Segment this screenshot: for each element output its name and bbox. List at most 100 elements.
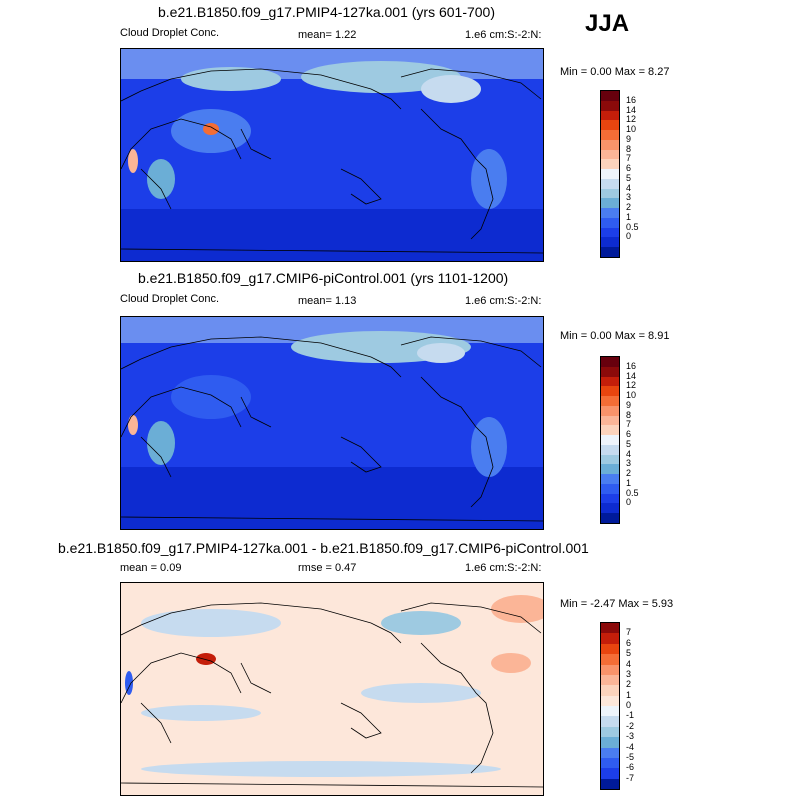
- colorbar-tick-label: 14: [626, 104, 637, 115]
- colorbar-swatch: [601, 198, 619, 208]
- colorbar-tick-label: 16: [626, 94, 637, 105]
- colorbar-swatch: [601, 227, 619, 238]
- colorbar-swatch: [601, 643, 619, 655]
- colorbar-tick-label: 2: [626, 679, 632, 690]
- colorbar-swatch: [601, 633, 619, 644]
- colorbar-tick-label: 6: [626, 429, 632, 440]
- panel-3-rmse-label: rmse = 0.47: [298, 562, 357, 574]
- colorbar-swatch: [601, 737, 619, 748]
- colorbar-swatch: [601, 454, 619, 465]
- colorbar-tick-label: 3: [626, 192, 632, 203]
- colorbar-tick-label: 10: [626, 390, 637, 401]
- colorbar-tick-label: 5: [626, 648, 632, 659]
- panel-3-colorbar: [600, 622, 620, 790]
- colorbar-tick-label: -7: [626, 772, 635, 783]
- colorbar-swatch: [601, 474, 619, 484]
- colorbar-tick-label: 0.5: [626, 487, 639, 498]
- panel-2-variable-label: Cloud Droplet Conc.: [120, 293, 220, 305]
- colorbar-swatch: [601, 654, 619, 665]
- colorbar-swatch: [601, 768, 619, 779]
- season-label: JJA: [585, 10, 630, 37]
- colorbar-tick-label: -5: [626, 751, 635, 762]
- colorbar-swatch: [601, 357, 619, 367]
- colorbar-swatch: [601, 208, 619, 218]
- colorbar-swatch: [601, 685, 619, 696]
- colorbar-tick-label: 2: [626, 202, 632, 213]
- colorbar-tick-label: 6: [626, 163, 632, 174]
- colorbar-tick-label: 0: [626, 497, 632, 508]
- colorbar-tick-label: 3: [626, 458, 632, 469]
- colorbar-swatch: [601, 444, 619, 455]
- colorbar-swatch: [601, 483, 619, 494]
- colorbar-swatch: [601, 695, 619, 706]
- colorbar-tick-label: -1: [626, 710, 635, 721]
- panel-2-minmax: Min = 0.00 Max = 8.91: [560, 330, 670, 342]
- colorbar-swatch: [601, 120, 619, 130]
- colorbar-tick-label: 12: [626, 380, 637, 391]
- colorbar-tick-label: 10: [626, 124, 637, 135]
- panel-2-map: [120, 316, 544, 530]
- colorbar-tick-label: 7: [626, 419, 632, 430]
- panel-1-map: [120, 48, 544, 262]
- colorbar-tick-label: 6: [626, 637, 632, 648]
- panel-3-title: b.e21.B1850.f09_g17.PMIP4-127ka.001 - b.…: [58, 540, 589, 556]
- panel-1-units-label: 1.e6 cm:S:-2:N:: [465, 29, 542, 41]
- colorbar-tick-label: 12: [626, 114, 637, 125]
- colorbar-swatch: [601, 130, 619, 140]
- colorbar-tick-label: -3: [626, 731, 635, 742]
- colorbar-swatch: [601, 396, 619, 406]
- colorbar-tick-label: 1: [626, 477, 632, 488]
- colorbar-swatch: [601, 747, 619, 758]
- colorbar-swatch: [601, 716, 619, 727]
- colorbar-swatch: [601, 91, 619, 101]
- panel-3-minmax: Min = -2.47 Max = 5.93: [560, 598, 674, 610]
- panel-2-units-label: 1.e6 cm:S:-2:N:: [465, 295, 542, 307]
- panel-1-mean-label: mean= 1.22: [298, 29, 357, 41]
- panel-2-mean-label: mean= 1.13: [298, 295, 357, 307]
- colorbar-swatch: [601, 149, 619, 160]
- colorbar-tick-label: -4: [626, 741, 635, 752]
- colorbar-tick-label: 14: [626, 370, 637, 381]
- colorbar-swatch: [601, 513, 619, 523]
- colorbar-tick-label: 5: [626, 172, 632, 183]
- colorbar-swatch: [601, 178, 619, 189]
- colorbar-swatch: [601, 706, 619, 717]
- colorbar-swatch: [601, 405, 619, 416]
- colorbar-tick-label: 7: [626, 153, 632, 164]
- colorbar-swatch: [601, 464, 619, 474]
- colorbar-tick-label: 8: [626, 409, 632, 420]
- colorbar-swatch: [601, 726, 619, 738]
- panel-2-title: b.e21.B1850.f09_g17.CMIP6-piControl.001 …: [138, 270, 509, 286]
- colorbar-swatch: [601, 100, 619, 111]
- panel-1-minmax: Min = 0.00 Max = 8.27: [560, 66, 670, 78]
- colorbar-tick-label: -2: [626, 720, 635, 731]
- colorbar-tick-label: 4: [626, 182, 632, 193]
- colorbar-tick-label: 7: [626, 627, 632, 638]
- colorbar-tick-label: -6: [626, 762, 635, 773]
- colorbar-swatch: [601, 493, 619, 504]
- colorbar-swatch: [601, 778, 619, 789]
- colorbar-tick-label: 0: [626, 231, 632, 242]
- panel-1-colorbar: [600, 90, 620, 258]
- colorbar-swatch: [601, 217, 619, 228]
- panel-1-variable-label: Cloud Droplet Conc.: [120, 27, 220, 39]
- colorbar-swatch: [601, 376, 619, 387]
- colorbar-swatch: [601, 435, 619, 445]
- colorbar-tick-label: 2: [626, 468, 632, 479]
- colorbar-swatch: [601, 237, 619, 247]
- colorbar-swatch: [601, 188, 619, 199]
- colorbar-tick-label: 3: [626, 668, 632, 679]
- colorbar-swatch: [601, 674, 619, 686]
- colorbar-tick-label: 8: [626, 143, 632, 154]
- colorbar-swatch: [601, 757, 619, 769]
- colorbar-tick-label: 4: [626, 448, 632, 459]
- colorbar-tick-label: 5: [626, 438, 632, 449]
- colorbar-swatch: [601, 425, 619, 435]
- colorbar-swatch: [601, 110, 619, 121]
- colorbar-swatch: [601, 503, 619, 513]
- colorbar-tick-label: 9: [626, 133, 632, 144]
- colorbar-swatch: [601, 415, 619, 426]
- panel-3-mean-label: mean = 0.09: [120, 562, 182, 574]
- colorbar-swatch: [601, 623, 619, 634]
- colorbar-tick-label: 4: [626, 658, 632, 669]
